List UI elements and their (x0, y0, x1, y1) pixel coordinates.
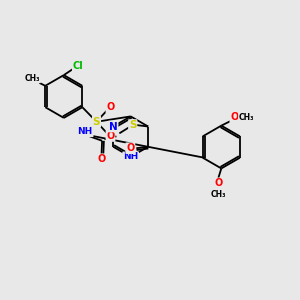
Text: O: O (106, 131, 115, 141)
Text: O: O (126, 143, 134, 153)
Text: NH: NH (123, 152, 138, 161)
Text: S: S (129, 120, 136, 130)
Text: N: N (109, 122, 118, 131)
Text: NH: NH (77, 128, 93, 136)
Text: CH₃: CH₃ (25, 74, 40, 82)
Text: O: O (214, 178, 223, 188)
Text: O: O (230, 112, 238, 122)
Text: O: O (98, 154, 106, 164)
Text: O: O (106, 103, 115, 112)
Text: CH₃: CH₃ (211, 190, 226, 199)
Text: Cl: Cl (73, 61, 83, 70)
Text: CH₃: CH₃ (238, 113, 254, 122)
Text: S: S (93, 117, 100, 127)
